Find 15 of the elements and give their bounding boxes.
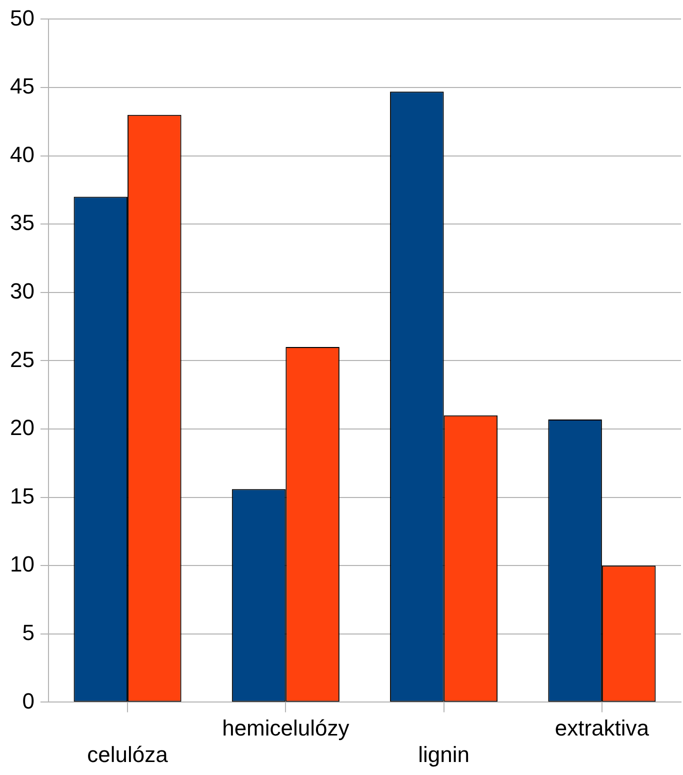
y-tick-label: 10 (10, 552, 34, 577)
y-tick-label: 5 (22, 620, 34, 645)
y-tick-label: 30 (10, 278, 34, 304)
y-tick-label: 0 (22, 688, 34, 714)
y-tick-label: 45 (10, 74, 34, 99)
y-tick-label: 20 (10, 415, 34, 440)
y-tick-label: 25 (10, 346, 34, 372)
y-tick-label: 50 (10, 5, 34, 30)
x-tick-label: hemicelulózy (222, 715, 350, 740)
x-tick-label: lignin (418, 742, 470, 767)
y-tick-label: 35 (10, 210, 34, 236)
x-tick-label: celulóza (87, 742, 169, 767)
y-tick-label: 40 (10, 142, 34, 167)
y-tick-label: 15 (10, 483, 34, 508)
x-tick-label: extraktiva (554, 715, 650, 740)
